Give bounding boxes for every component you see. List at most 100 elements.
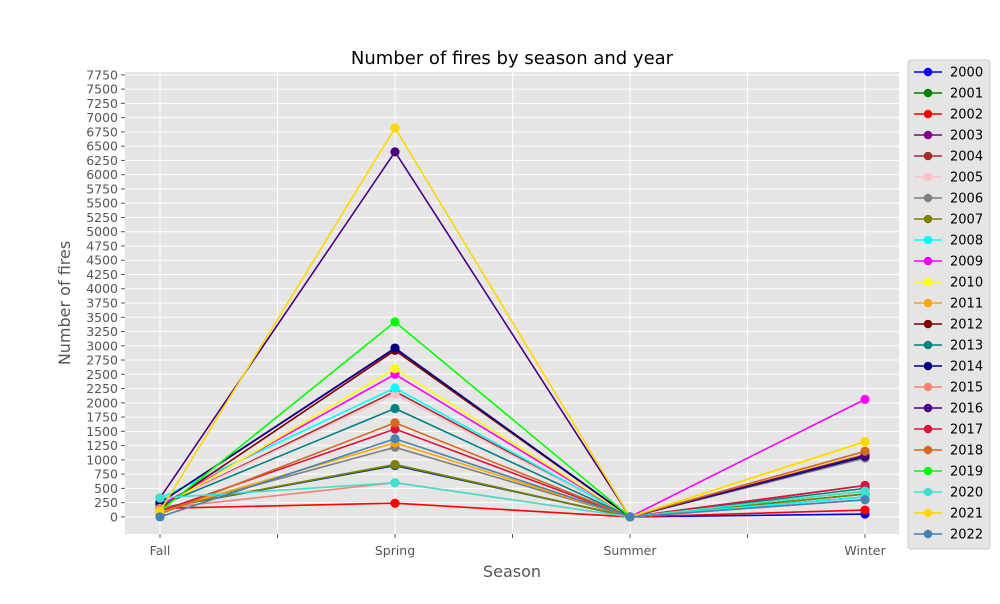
data-point: [860, 486, 870, 496]
legend-item-2001: 2001: [914, 87, 983, 102]
series-line: [159, 481, 866, 518]
y-tick-label: 6000: [86, 167, 118, 182]
legend-marker: [923, 298, 933, 308]
y-tick-label: 1750: [86, 410, 118, 425]
legend-label: 2018: [950, 444, 983, 459]
legend-label: 2015: [950, 381, 983, 396]
data-point: [390, 123, 400, 133]
legend-item-2017: 2017: [914, 423, 983, 438]
data-point: [860, 495, 870, 505]
y-tick-label: 6250: [86, 153, 118, 168]
y-tick-label: 250: [94, 495, 118, 510]
y-tick-label: 4000: [86, 281, 118, 296]
legend-marker: [923, 130, 933, 140]
y-tick-label: 1500: [86, 424, 118, 439]
y-tick-label: 1000: [86, 452, 118, 467]
legend-label: 2012: [950, 318, 983, 333]
data-point: [155, 512, 165, 522]
y-tick-label: 2500: [86, 367, 118, 382]
legend-label: 2020: [950, 486, 983, 501]
y-tick-label: 2250: [86, 381, 118, 396]
y-tick-label: 5250: [86, 210, 118, 225]
legend-marker: [923, 172, 933, 182]
legend-marker: [923, 529, 933, 539]
x-tick-label: Summer: [603, 543, 657, 558]
legend-item-2022: 2022: [914, 528, 983, 543]
y-tick-label: 5750: [86, 181, 118, 196]
legend-item-2008: 2008: [914, 234, 983, 249]
legend-item-2021: 2021: [914, 507, 983, 522]
legend-marker: [923, 445, 933, 455]
legend-item-2011: 2011: [914, 297, 983, 312]
y-tick-label: 6750: [86, 124, 118, 139]
y-tick-label: 1250: [86, 438, 118, 453]
data-point: [390, 403, 400, 414]
x-tick-label: Winter: [844, 543, 886, 558]
y-tick-label: 500: [94, 481, 118, 496]
legend-label: 2013: [950, 339, 983, 354]
data-point: [860, 394, 870, 404]
legend-marker: [923, 487, 933, 497]
legend-marker: [923, 508, 933, 518]
y-tick-label: 7500: [86, 82, 118, 97]
legend-item-2013: 2013: [914, 339, 983, 354]
legend-marker: [923, 88, 933, 98]
data-point: [390, 343, 400, 353]
legend-label: 2007: [950, 213, 983, 228]
data-point: [390, 147, 400, 157]
series-line: [159, 151, 866, 518]
legend-label: 2004: [950, 150, 983, 165]
legend-item-2014: 2014: [914, 360, 983, 375]
legend-label: 2002: [950, 108, 983, 123]
series-line: [159, 463, 866, 518]
y-tick-label: 5500: [86, 196, 118, 211]
legend-marker: [923, 235, 933, 245]
series-line: [159, 387, 866, 518]
series-line: [159, 421, 866, 518]
legend-label: 2014: [950, 360, 983, 375]
y-tick-label: 6500: [86, 139, 118, 154]
y-tick-label: 2750: [86, 353, 118, 368]
series-line: [159, 127, 866, 518]
x-tick-label: Fall: [150, 543, 171, 558]
y-tick-label: 3000: [86, 338, 118, 353]
legend-label: 2003: [950, 129, 983, 144]
legend-item-2000: 2000: [914, 66, 983, 81]
legend-label: 2019: [950, 465, 983, 480]
series-line: [159, 428, 866, 518]
legend-item-2019: 2019: [914, 465, 983, 480]
axes: 0250500750100012501500175020002250250027…: [86, 67, 886, 558]
legend-item-2016: 2016: [914, 402, 983, 417]
legend-label: 2016: [950, 402, 983, 417]
legend-item-2004: 2004: [914, 150, 983, 165]
legend-label: 2006: [950, 192, 983, 207]
legend-item-2012: 2012: [914, 318, 983, 333]
y-tick-label: 750: [94, 467, 118, 482]
legend-label: 2008: [950, 234, 983, 249]
y-tick-label: 7750: [86, 67, 118, 82]
y-tick-label: 0: [110, 509, 118, 524]
legend-marker: [923, 382, 933, 392]
legend-item-2002: 2002: [914, 108, 983, 123]
legend-label: 2001: [950, 87, 983, 102]
legend-item-2003: 2003: [914, 129, 983, 144]
legend-marker: [923, 319, 933, 329]
legend-marker: [923, 256, 933, 266]
legend-item-2018: 2018: [914, 444, 983, 459]
legend-label: 2011: [950, 297, 983, 312]
legend-marker: [923, 340, 933, 350]
y-tick-label: 3750: [86, 296, 118, 311]
legend-marker: [923, 193, 933, 203]
data-point: [390, 418, 400, 428]
legend-marker: [923, 67, 933, 77]
y-tick-label: 7250: [86, 96, 118, 111]
series-2022: [155, 434, 870, 522]
y-tick-label: 2000: [86, 395, 118, 410]
legend-marker: [923, 403, 933, 413]
y-tick-label: 3250: [86, 324, 118, 339]
legend-marker: [923, 277, 933, 287]
series-line: [159, 502, 866, 518]
y-tick-label: 4250: [86, 267, 118, 282]
legend-marker: [923, 214, 933, 224]
